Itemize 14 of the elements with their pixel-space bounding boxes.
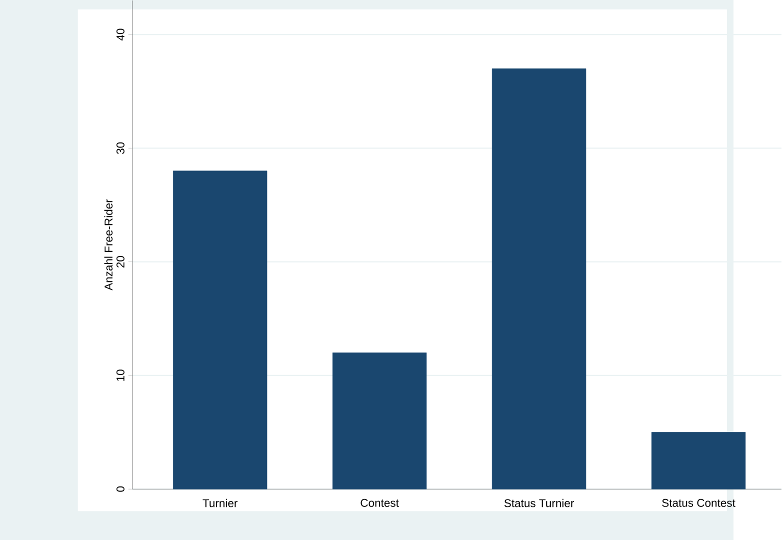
- bar: [651, 432, 746, 490]
- y-tick-label: 20: [116, 256, 124, 268]
- bar: [492, 68, 586, 490]
- x-tick-label: Status Turnier: [504, 498, 574, 508]
- y-tick-label: 40: [116, 28, 124, 40]
- y-tick-label: 0: [116, 486, 124, 492]
- x-tick-label: Contest: [360, 498, 399, 507]
- y-axis-title: Anzahl Free-Rider: [104, 199, 113, 290]
- y-tick-label: 30: [116, 142, 124, 154]
- bar: [172, 170, 268, 490]
- bar: [332, 352, 427, 490]
- x-tick-label: Turnier: [202, 498, 238, 508]
- y-tick-label: 10: [116, 370, 124, 381]
- x-tick-label: Status Contest: [662, 498, 736, 507]
